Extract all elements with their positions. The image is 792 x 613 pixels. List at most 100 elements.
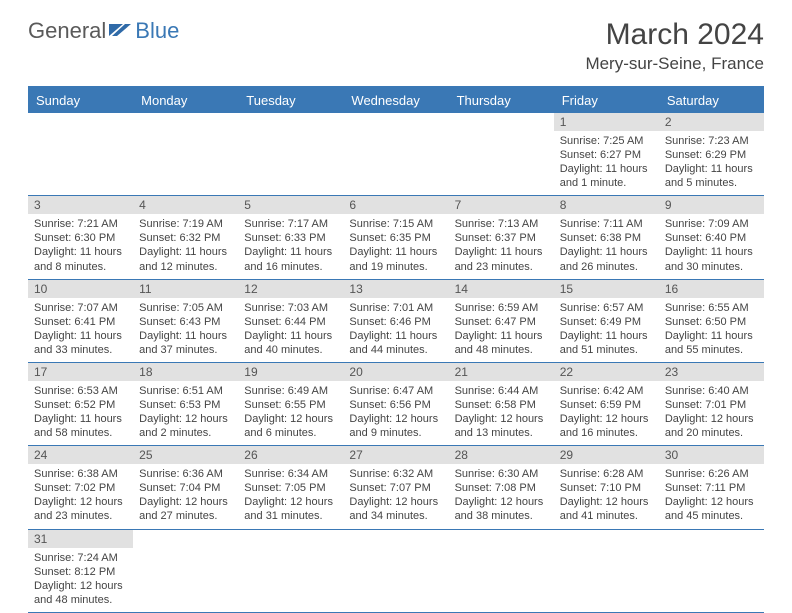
calendar-day: 13Sunrise: 7:01 AMSunset: 6:46 PMDayligh… [343, 280, 448, 362]
day-number: 29 [554, 446, 659, 464]
dow-sunday: Sunday [28, 88, 133, 113]
calendar-day [343, 530, 448, 612]
day-number: 30 [659, 446, 764, 464]
sunrise-text: Sunrise: 6:59 AM [455, 301, 548, 315]
daylight-text: Daylight: 12 hours and 38 minutes. [455, 495, 548, 523]
day-number [133, 113, 238, 131]
calendar-day: 6Sunrise: 7:15 AMSunset: 6:35 PMDaylight… [343, 196, 448, 278]
month-title: March 2024 [585, 18, 764, 52]
sunset-text: Sunset: 7:04 PM [139, 481, 232, 495]
calendar-day: 21Sunrise: 6:44 AMSunset: 6:58 PMDayligh… [449, 363, 554, 445]
daylight-text: Daylight: 12 hours and 31 minutes. [244, 495, 337, 523]
calendar-week: 17Sunrise: 6:53 AMSunset: 6:52 PMDayligh… [28, 363, 764, 446]
calendar-day [238, 530, 343, 612]
calendar-day: 22Sunrise: 6:42 AMSunset: 6:59 PMDayligh… [554, 363, 659, 445]
sunset-text: Sunset: 6:56 PM [349, 398, 442, 412]
calendar-day [133, 113, 238, 195]
calendar-week: 3Sunrise: 7:21 AMSunset: 6:30 PMDaylight… [28, 196, 764, 279]
day-number [133, 530, 238, 548]
page-header: General Blue March 2024 Mery-sur-Seine, … [0, 0, 792, 80]
sunset-text: Sunset: 7:10 PM [560, 481, 653, 495]
sunrise-text: Sunrise: 6:55 AM [665, 301, 758, 315]
location-label: Mery-sur-Seine, France [585, 54, 764, 74]
day-number: 14 [449, 280, 554, 298]
logo-text-a: General [28, 18, 106, 44]
dow-tuesday: Tuesday [238, 88, 343, 113]
day-number: 2 [659, 113, 764, 131]
dow-saturday: Saturday [659, 88, 764, 113]
logo: General Blue [28, 18, 179, 44]
sunrise-text: Sunrise: 6:57 AM [560, 301, 653, 315]
sunset-text: Sunset: 6:38 PM [560, 231, 653, 245]
sunrise-text: Sunrise: 7:03 AM [244, 301, 337, 315]
sunset-text: Sunset: 6:30 PM [34, 231, 127, 245]
sunset-text: Sunset: 6:59 PM [560, 398, 653, 412]
calendar-day: 2Sunrise: 7:23 AMSunset: 6:29 PMDaylight… [659, 113, 764, 195]
sunrise-text: Sunrise: 6:53 AM [34, 384, 127, 398]
daylight-text: Daylight: 12 hours and 2 minutes. [139, 412, 232, 440]
calendar-day [554, 530, 659, 612]
day-number [343, 530, 448, 548]
title-block: March 2024 Mery-sur-Seine, France [585, 18, 764, 74]
sunrise-text: Sunrise: 7:19 AM [139, 217, 232, 231]
calendar-day: 23Sunrise: 6:40 AMSunset: 7:01 PMDayligh… [659, 363, 764, 445]
sunset-text: Sunset: 6:52 PM [34, 398, 127, 412]
dow-wednesday: Wednesday [343, 88, 448, 113]
daylight-text: Daylight: 11 hours and 30 minutes. [665, 245, 758, 273]
sunrise-text: Sunrise: 6:28 AM [560, 467, 653, 481]
flag-icon [109, 18, 131, 44]
sunrise-text: Sunrise: 6:32 AM [349, 467, 442, 481]
daylight-text: Daylight: 11 hours and 55 minutes. [665, 329, 758, 357]
calendar-day: 24Sunrise: 6:38 AMSunset: 7:02 PMDayligh… [28, 446, 133, 528]
sunrise-text: Sunrise: 7:09 AM [665, 217, 758, 231]
daylight-text: Daylight: 12 hours and 23 minutes. [34, 495, 127, 523]
day-number [238, 113, 343, 131]
calendar-day: 10Sunrise: 7:07 AMSunset: 6:41 PMDayligh… [28, 280, 133, 362]
day-number [343, 113, 448, 131]
day-number: 31 [28, 530, 133, 548]
sunset-text: Sunset: 7:01 PM [665, 398, 758, 412]
sunrise-text: Sunrise: 6:30 AM [455, 467, 548, 481]
daylight-text: Daylight: 12 hours and 48 minutes. [34, 579, 127, 607]
daylight-text: Daylight: 12 hours and 16 minutes. [560, 412, 653, 440]
logo-text-b: Blue [135, 18, 179, 44]
day-number: 27 [343, 446, 448, 464]
calendar-day [659, 530, 764, 612]
day-number: 25 [133, 446, 238, 464]
sunrise-text: Sunrise: 6:26 AM [665, 467, 758, 481]
day-number: 11 [133, 280, 238, 298]
day-number: 3 [28, 196, 133, 214]
day-number: 28 [449, 446, 554, 464]
daylight-text: Daylight: 11 hours and 19 minutes. [349, 245, 442, 273]
calendar-day: 5Sunrise: 7:17 AMSunset: 6:33 PMDaylight… [238, 196, 343, 278]
calendar-day: 20Sunrise: 6:47 AMSunset: 6:56 PMDayligh… [343, 363, 448, 445]
sunset-text: Sunset: 6:40 PM [665, 231, 758, 245]
day-number: 5 [238, 196, 343, 214]
daylight-text: Daylight: 11 hours and 12 minutes. [139, 245, 232, 273]
sunrise-text: Sunrise: 6:47 AM [349, 384, 442, 398]
daylight-text: Daylight: 11 hours and 8 minutes. [34, 245, 127, 273]
dow-monday: Monday [133, 88, 238, 113]
day-number: 8 [554, 196, 659, 214]
sunset-text: Sunset: 7:02 PM [34, 481, 127, 495]
calendar: Sunday Monday Tuesday Wednesday Thursday… [28, 86, 764, 613]
daylight-text: Daylight: 12 hours and 45 minutes. [665, 495, 758, 523]
sunset-text: Sunset: 6:58 PM [455, 398, 548, 412]
day-number [554, 530, 659, 548]
day-number: 4 [133, 196, 238, 214]
daylight-text: Daylight: 11 hours and 40 minutes. [244, 329, 337, 357]
daylight-text: Daylight: 12 hours and 27 minutes. [139, 495, 232, 523]
daylight-text: Daylight: 11 hours and 58 minutes. [34, 412, 127, 440]
sunrise-text: Sunrise: 7:01 AM [349, 301, 442, 315]
calendar-day: 4Sunrise: 7:19 AMSunset: 6:32 PMDaylight… [133, 196, 238, 278]
daylight-text: Daylight: 12 hours and 20 minutes. [665, 412, 758, 440]
sunset-text: Sunset: 6:53 PM [139, 398, 232, 412]
calendar-day: 19Sunrise: 6:49 AMSunset: 6:55 PMDayligh… [238, 363, 343, 445]
calendar-week: 31Sunrise: 7:24 AMSunset: 8:12 PMDayligh… [28, 530, 764, 613]
sunset-text: Sunset: 6:35 PM [349, 231, 442, 245]
day-number: 15 [554, 280, 659, 298]
day-of-week-header: Sunday Monday Tuesday Wednesday Thursday… [28, 88, 764, 113]
sunset-text: Sunset: 6:41 PM [34, 315, 127, 329]
day-number: 22 [554, 363, 659, 381]
calendar-week: 24Sunrise: 6:38 AMSunset: 7:02 PMDayligh… [28, 446, 764, 529]
